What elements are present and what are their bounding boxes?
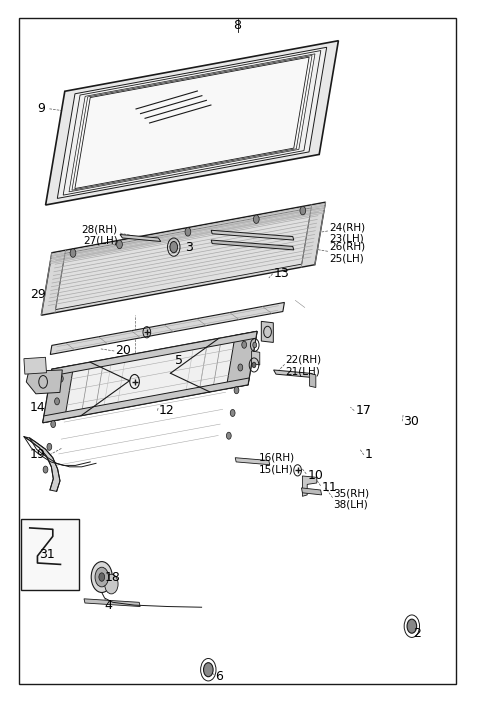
Circle shape [70, 249, 76, 257]
Polygon shape [120, 234, 161, 241]
Text: 29: 29 [30, 289, 46, 301]
Circle shape [43, 466, 48, 473]
Text: 14: 14 [30, 401, 46, 413]
Text: 5: 5 [175, 354, 183, 366]
Polygon shape [235, 458, 270, 465]
Polygon shape [301, 488, 322, 495]
FancyBboxPatch shape [21, 519, 79, 590]
Polygon shape [51, 206, 325, 258]
Text: 6: 6 [215, 670, 223, 682]
Circle shape [47, 444, 52, 451]
Text: 19: 19 [30, 449, 46, 461]
Text: 4: 4 [105, 599, 112, 611]
Polygon shape [72, 55, 312, 190]
Text: 22(RH)
21(LH): 22(RH) 21(LH) [286, 355, 322, 376]
Circle shape [230, 409, 235, 416]
Text: 11: 11 [322, 481, 337, 494]
Text: 9: 9 [38, 102, 46, 115]
Text: 3: 3 [185, 241, 192, 253]
Text: 28(RH)
27(LH): 28(RH) 27(LH) [82, 225, 118, 246]
Circle shape [238, 364, 243, 371]
Text: 20: 20 [115, 345, 131, 357]
Text: 1: 1 [365, 449, 372, 461]
Polygon shape [24, 437, 60, 491]
Circle shape [252, 362, 256, 368]
Polygon shape [51, 331, 257, 376]
Circle shape [91, 562, 112, 592]
Circle shape [407, 619, 417, 633]
Circle shape [99, 573, 105, 581]
Polygon shape [46, 41, 338, 205]
Text: 18: 18 [105, 571, 120, 583]
Circle shape [117, 240, 122, 249]
Circle shape [51, 420, 56, 428]
Circle shape [234, 387, 239, 394]
Polygon shape [252, 351, 260, 365]
Circle shape [204, 663, 213, 677]
Polygon shape [43, 331, 257, 423]
Text: 10: 10 [307, 469, 323, 482]
Circle shape [105, 574, 118, 594]
Polygon shape [274, 370, 314, 378]
Polygon shape [43, 378, 249, 423]
Text: 35(RH)
38(LH): 35(RH) 38(LH) [334, 489, 370, 510]
Polygon shape [302, 476, 317, 496]
Circle shape [95, 567, 108, 587]
Text: 2: 2 [413, 628, 420, 640]
Circle shape [185, 227, 191, 236]
Circle shape [253, 215, 259, 223]
Polygon shape [50, 211, 324, 264]
Polygon shape [56, 208, 311, 310]
Polygon shape [50, 303, 284, 355]
Text: 30: 30 [403, 415, 419, 428]
Text: 31: 31 [39, 548, 55, 561]
Polygon shape [69, 54, 315, 192]
Polygon shape [51, 204, 325, 256]
Circle shape [227, 432, 231, 439]
Text: 16(RH)
15(LH): 16(RH) 15(LH) [259, 453, 295, 474]
Polygon shape [226, 331, 257, 389]
Text: 17: 17 [355, 404, 371, 417]
Text: 8: 8 [234, 19, 241, 32]
Circle shape [242, 341, 247, 348]
Text: 24(RH)
23(LH): 24(RH) 23(LH) [329, 223, 365, 244]
Circle shape [300, 206, 306, 215]
Polygon shape [41, 202, 325, 315]
Polygon shape [211, 240, 294, 250]
Polygon shape [211, 230, 294, 240]
Polygon shape [26, 370, 62, 394]
Circle shape [59, 375, 63, 382]
Polygon shape [261, 322, 273, 343]
Text: 26(RH)
25(LH): 26(RH) 25(LH) [329, 242, 365, 263]
Polygon shape [43, 365, 74, 423]
Text: 13: 13 [274, 267, 289, 280]
Polygon shape [310, 373, 316, 388]
Text: 12: 12 [158, 404, 174, 417]
Polygon shape [57, 47, 327, 199]
Circle shape [170, 241, 178, 253]
Polygon shape [50, 208, 324, 260]
Polygon shape [84, 599, 140, 607]
Polygon shape [24, 357, 47, 374]
Circle shape [55, 398, 60, 405]
Circle shape [253, 342, 257, 347]
